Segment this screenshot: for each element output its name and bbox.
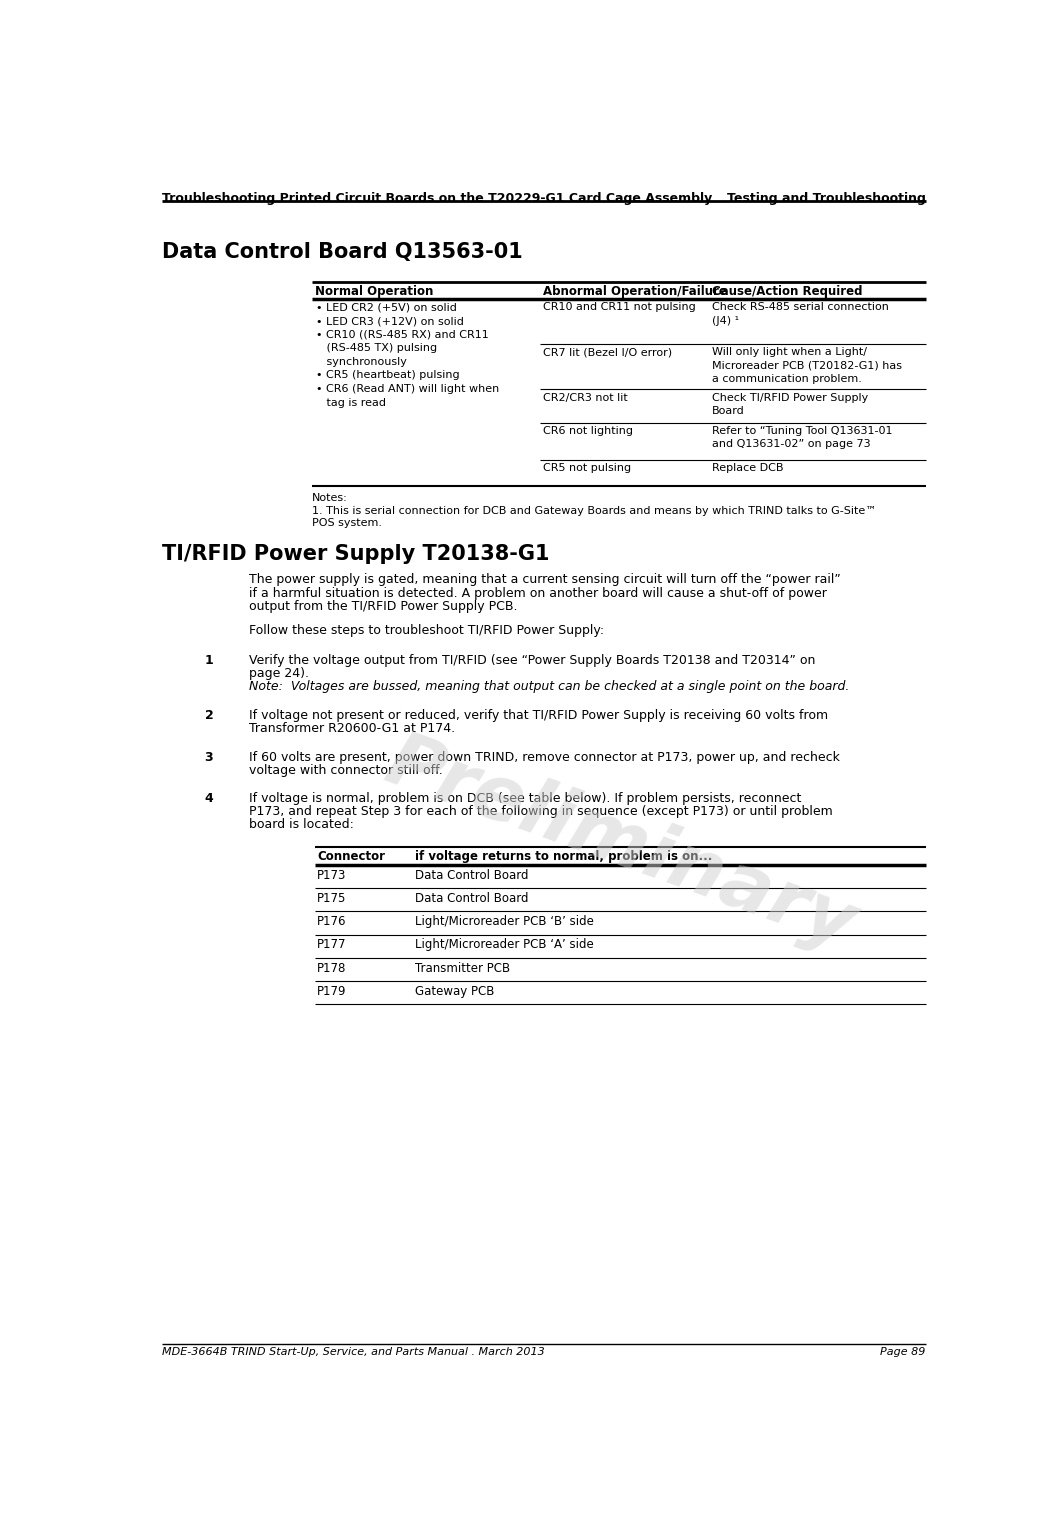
Text: P179: P179	[317, 985, 347, 997]
Text: TI/RFID Power Supply T20138-G1: TI/RFID Power Supply T20138-G1	[162, 544, 550, 564]
Text: Verify the voltage output from TI/RFID (see “Power Supply Boards T20138 and T203: Verify the voltage output from TI/RFID (…	[249, 654, 816, 666]
Text: Refer to “Tuning Tool Q13631-01
and Q13631-02” on page 73: Refer to “Tuning Tool Q13631-01 and Q136…	[712, 426, 892, 449]
Text: Replace DCB: Replace DCB	[712, 463, 783, 472]
Text: Transmitter PCB: Transmitter PCB	[415, 962, 510, 974]
Text: board is located:: board is located:	[249, 818, 354, 832]
Text: CR5 not pulsing: CR5 not pulsing	[542, 463, 631, 472]
Text: CR7 lit (Bezel I/O error): CR7 lit (Bezel I/O error)	[542, 348, 672, 357]
Text: Data Control Board: Data Control Board	[415, 892, 529, 905]
Text: Testing and Troubleshooting: Testing and Troubleshooting	[726, 192, 926, 205]
Text: If voltage not present or reduced, verify that TI/RFID Power Supply is receiving: If voltage not present or reduced, verif…	[249, 709, 828, 722]
Text: If 60 volts are present, power down TRIND, remove connector at P173, power up, a: If 60 volts are present, power down TRIN…	[249, 751, 841, 763]
Text: Preliminary: Preliminary	[375, 725, 865, 964]
Text: 4: 4	[205, 792, 213, 806]
Text: Light/Microreader PCB ‘B’ side: Light/Microreader PCB ‘B’ side	[415, 915, 594, 928]
Text: Troubleshooting Printed Circuit Boards on the T20229-G1 Card Cage Assembly: Troubleshooting Printed Circuit Boards o…	[162, 192, 713, 205]
Text: Note:  Voltages are bussed, meaning that output can be checked at a single point: Note: Voltages are bussed, meaning that …	[249, 680, 850, 692]
Text: Cause/Action Required: Cause/Action Required	[712, 285, 863, 299]
Text: Page 89: Page 89	[880, 1347, 926, 1357]
Text: Connector: Connector	[317, 850, 385, 863]
Text: • LED CR2 (+5V) on solid
• LED CR3 (+12V) on solid
• CR10 ((RS-485 RX) and CR11
: • LED CR2 (+5V) on solid • LED CR3 (+12V…	[316, 302, 499, 408]
Text: P173: P173	[317, 869, 347, 882]
Text: Light/Microreader PCB ‘A’ side: Light/Microreader PCB ‘A’ side	[415, 939, 594, 951]
Text: CR10 and CR11 not pulsing: CR10 and CR11 not pulsing	[542, 302, 696, 313]
Text: Abnormal Operation/Failure: Abnormal Operation/Failure	[542, 285, 726, 299]
Text: The power supply is gated, meaning that a current sensing circuit will turn off : The power supply is gated, meaning that …	[249, 573, 841, 587]
Text: 2: 2	[205, 709, 213, 722]
Text: CR6 not lighting: CR6 not lighting	[542, 426, 633, 435]
Text: Data Control Board Q13563-01: Data Control Board Q13563-01	[162, 242, 523, 262]
Text: 3: 3	[205, 751, 213, 763]
Text: Will only light when a Light/
Microreader PCB (T20182-G1) has
a communication pr: Will only light when a Light/ Microreade…	[712, 348, 902, 385]
Text: Gateway PCB: Gateway PCB	[415, 985, 494, 997]
Text: MDE-3664B TRIND Start-Up, Service, and Parts Manual . March 2013: MDE-3664B TRIND Start-Up, Service, and P…	[162, 1347, 545, 1357]
Text: page 24).: page 24).	[249, 666, 309, 680]
Text: P173, and repeat Step 3 for each of the following in sequence (except P173) or u: P173, and repeat Step 3 for each of the …	[249, 806, 833, 818]
Text: Notes:: Notes:	[312, 493, 348, 502]
Text: If voltage is normal, problem is on DCB (see table below). If problem persists, : If voltage is normal, problem is on DCB …	[249, 792, 802, 806]
Text: Data Control Board: Data Control Board	[415, 869, 529, 882]
Text: 1: 1	[205, 654, 213, 666]
Text: P175: P175	[317, 892, 347, 905]
Text: POS system.: POS system.	[312, 518, 383, 529]
Text: 1. This is serial connection for DCB and Gateway Boards and means by which TRIND: 1. This is serial connection for DCB and…	[312, 507, 877, 516]
Text: if a harmful situation is detected. A problem on another board will cause a shut: if a harmful situation is detected. A pr…	[249, 587, 827, 599]
Text: CR2/CR3 not lit: CR2/CR3 not lit	[542, 392, 627, 403]
Text: Transformer R20600-G1 at P174.: Transformer R20600-G1 at P174.	[249, 722, 455, 735]
Text: Check RS-485 serial connection
(J4) ¹: Check RS-485 serial connection (J4) ¹	[712, 302, 889, 326]
Text: voltage with connector still off.: voltage with connector still off.	[249, 763, 444, 777]
Text: P176: P176	[317, 915, 347, 928]
Text: output from the TI/RFID Power Supply PCB.: output from the TI/RFID Power Supply PCB…	[249, 599, 518, 613]
Text: Check TI/RFID Power Supply
Board: Check TI/RFID Power Supply Board	[712, 392, 868, 417]
Text: P177: P177	[317, 939, 347, 951]
Text: P178: P178	[317, 962, 347, 974]
Text: if voltage returns to normal, problem is on...: if voltage returns to normal, problem is…	[415, 850, 713, 863]
Text: Normal Operation: Normal Operation	[314, 285, 433, 299]
Text: Follow these steps to troubleshoot TI/RFID Power Supply:: Follow these steps to troubleshoot TI/RF…	[249, 624, 604, 637]
